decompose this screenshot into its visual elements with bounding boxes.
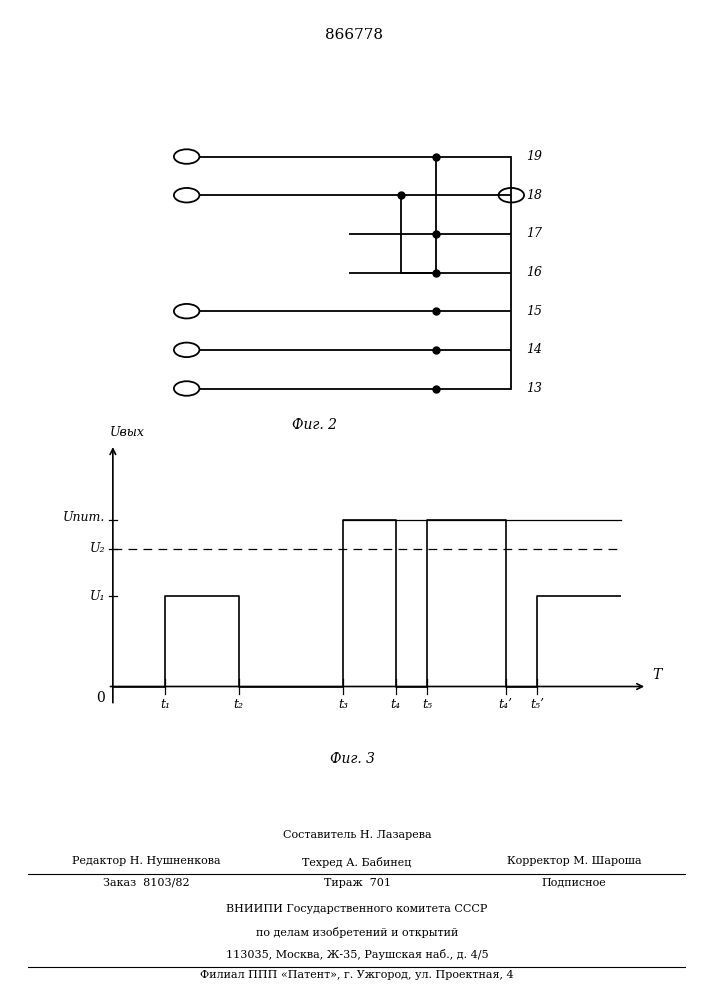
- Text: Тираж  701: Тираж 701: [324, 878, 390, 888]
- Text: 113035, Москва, Ж-35, Раушская наб., д. 4/5: 113035, Москва, Ж-35, Раушская наб., д. …: [226, 949, 489, 960]
- Text: t₅’: t₅’: [530, 698, 544, 711]
- Text: 15: 15: [526, 305, 542, 318]
- Text: t₂: t₂: [233, 698, 243, 711]
- Text: Филиал ППП «Патент», г. Ужгород, ул. Проектная, 4: Филиал ППП «Патент», г. Ужгород, ул. Про…: [200, 970, 514, 980]
- Text: 14: 14: [526, 343, 542, 356]
- Text: 18: 18: [526, 189, 542, 202]
- Text: U₁: U₁: [90, 590, 105, 603]
- Text: 13: 13: [526, 382, 542, 395]
- Text: T: T: [653, 668, 662, 682]
- Text: Составитель Н. Лазарева: Составитель Н. Лазарева: [283, 830, 431, 840]
- Text: 16: 16: [526, 266, 542, 279]
- Text: U₂: U₂: [90, 542, 105, 555]
- Text: Uпит.: Uпит.: [63, 511, 105, 524]
- Text: 0: 0: [96, 691, 105, 705]
- Text: Фиг. 2: Фиг. 2: [292, 418, 337, 432]
- Text: Подписное: Подписное: [542, 878, 607, 888]
- Text: t₄’: t₄’: [498, 698, 513, 711]
- Text: Uвых: Uвых: [110, 426, 145, 440]
- Text: Техред А. Бабинец: Техред А. Бабинец: [303, 856, 411, 867]
- Text: t₄: t₄: [391, 698, 401, 711]
- Text: 17: 17: [526, 227, 542, 240]
- Text: Редактор Н. Нушненкова: Редактор Н. Нушненкова: [72, 856, 221, 866]
- Text: 19: 19: [526, 150, 542, 163]
- Text: t₁: t₁: [160, 698, 170, 711]
- Text: по делам изобретений и открытий: по делам изобретений и открытий: [256, 926, 458, 938]
- Text: ВНИИПИ Государственного комитета СССР: ВНИИПИ Государственного комитета СССР: [226, 904, 488, 914]
- Text: Фиг. 3: Фиг. 3: [329, 752, 375, 766]
- Text: t₅: t₅: [422, 698, 432, 711]
- Text: 866778: 866778: [325, 28, 382, 42]
- Text: Корректор М. Шароша: Корректор М. Шароша: [507, 856, 641, 866]
- Text: Заказ  8103/82: Заказ 8103/82: [103, 878, 190, 888]
- Text: t₃: t₃: [338, 698, 349, 711]
